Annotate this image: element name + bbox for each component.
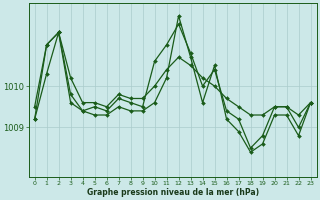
X-axis label: Graphe pression niveau de la mer (hPa): Graphe pression niveau de la mer (hPa) bbox=[86, 188, 259, 197]
